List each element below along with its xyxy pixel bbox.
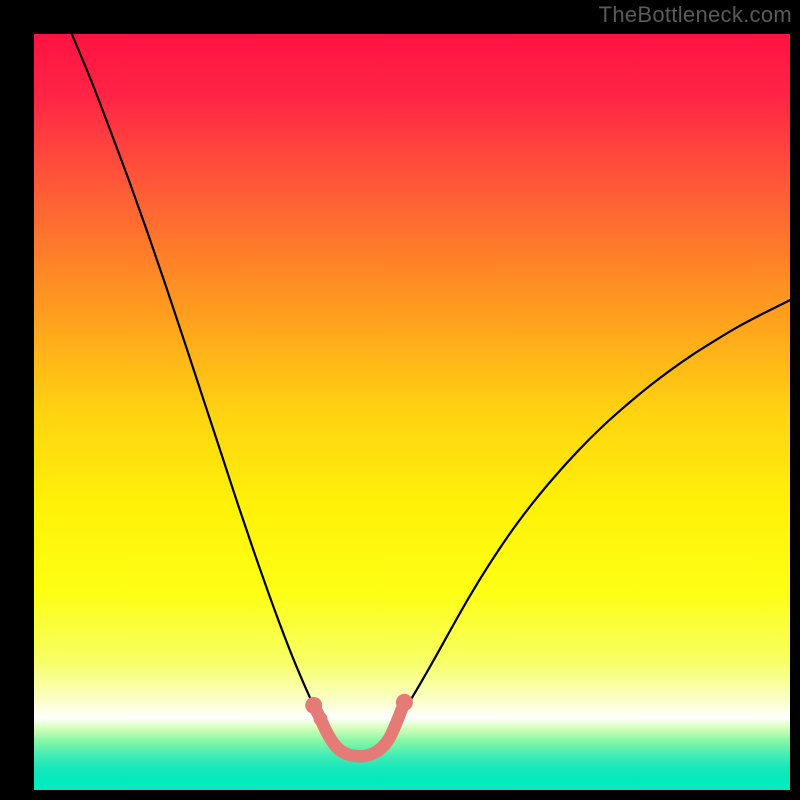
chart-frame: TheBottleneck.com xyxy=(0,0,800,800)
plot-area xyxy=(34,34,790,790)
highlight-endpoint-left-2 xyxy=(314,712,328,726)
watermark-text: TheBottleneck.com xyxy=(599,2,792,28)
highlight-endpoint-right xyxy=(396,694,413,711)
chart-background xyxy=(34,34,790,790)
chart-svg xyxy=(34,34,790,790)
highlight-endpoint-left xyxy=(305,697,322,714)
